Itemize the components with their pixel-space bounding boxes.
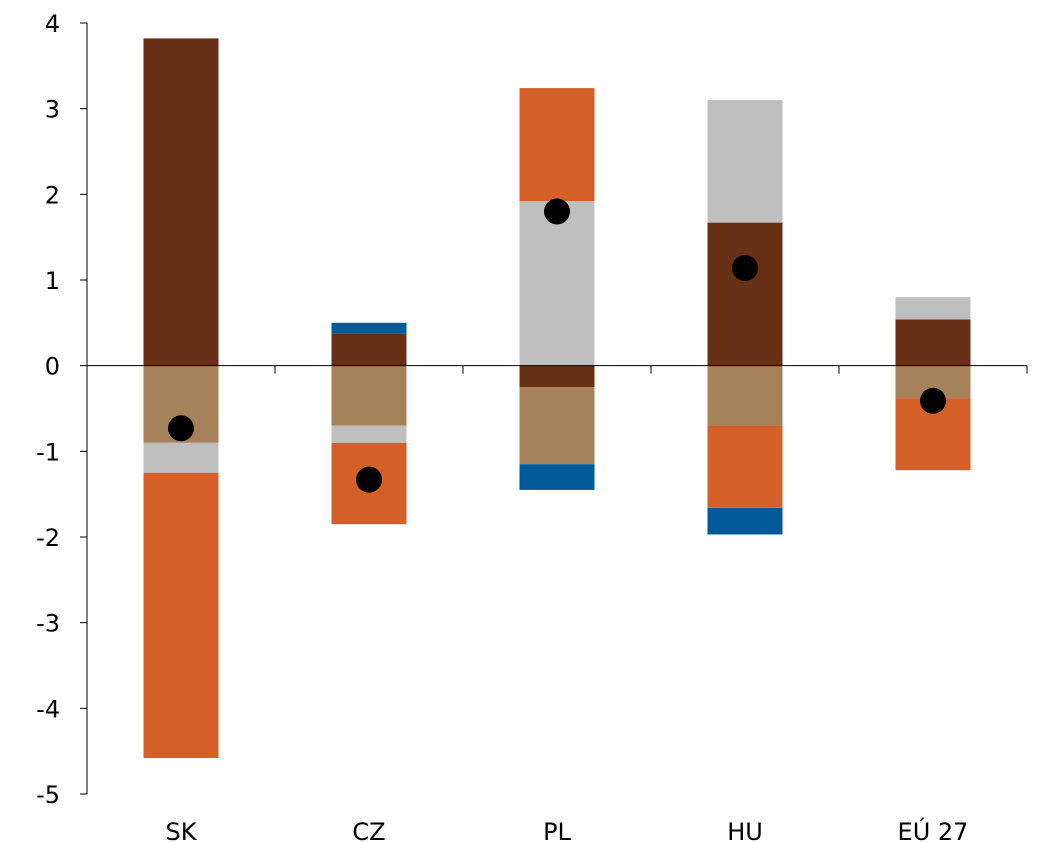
bars-layer <box>143 38 971 759</box>
bar-segment <box>331 334 407 366</box>
marker-point <box>168 415 194 442</box>
bar-segment <box>143 472 219 759</box>
x-ticks: SK CZ PL HU EÚ 27 <box>166 365 1028 843</box>
bar-segment <box>707 507 783 535</box>
y-tick-label: -3 <box>36 610 60 638</box>
y-tick-label: -2 <box>36 524 60 552</box>
bar-segment <box>707 222 783 366</box>
x-tick-label: PL <box>543 818 571 843</box>
y-ticks: 4 3 2 1 0 -1 -2 -3 -4 -5 <box>36 10 87 809</box>
marker-point <box>356 466 382 493</box>
y-tick-label: 3 <box>45 96 60 124</box>
y-tick-label: 4 <box>45 10 60 38</box>
x-tick-label: CZ <box>352 818 385 843</box>
y-tick-label: 1 <box>45 267 60 295</box>
bar-segment <box>143 38 219 366</box>
bar-segment <box>143 442 219 473</box>
bar-segment <box>331 425 407 443</box>
markers-layer <box>168 198 946 493</box>
bar-segment <box>519 464 595 490</box>
x-tick-label: HU <box>727 818 763 843</box>
y-tick-label: 0 <box>45 353 60 381</box>
bar-segment <box>519 201 595 366</box>
bar-segment <box>331 322 407 334</box>
y-tick-label: -5 <box>36 781 60 809</box>
bar-segment <box>707 100 783 223</box>
x-tick-label: EÚ 27 <box>898 816 969 843</box>
bar-segment <box>331 365 407 426</box>
bar-segment <box>707 365 783 426</box>
y-tick-label: 2 <box>45 181 60 209</box>
bar-segment <box>895 297 971 320</box>
bar-segment <box>895 319 971 366</box>
axes-layer <box>86 23 1027 794</box>
marker-point <box>920 387 946 414</box>
marker-point <box>544 198 570 225</box>
y-tick-label: -1 <box>36 438 60 466</box>
bar-segment <box>519 365 595 388</box>
x-tick-label: SK <box>166 818 198 843</box>
y-tick-label: -4 <box>36 695 60 723</box>
bar-segment <box>519 387 595 465</box>
bar-segment <box>707 425 783 508</box>
bar-segment <box>519 88 595 202</box>
marker-point <box>732 255 758 281</box>
